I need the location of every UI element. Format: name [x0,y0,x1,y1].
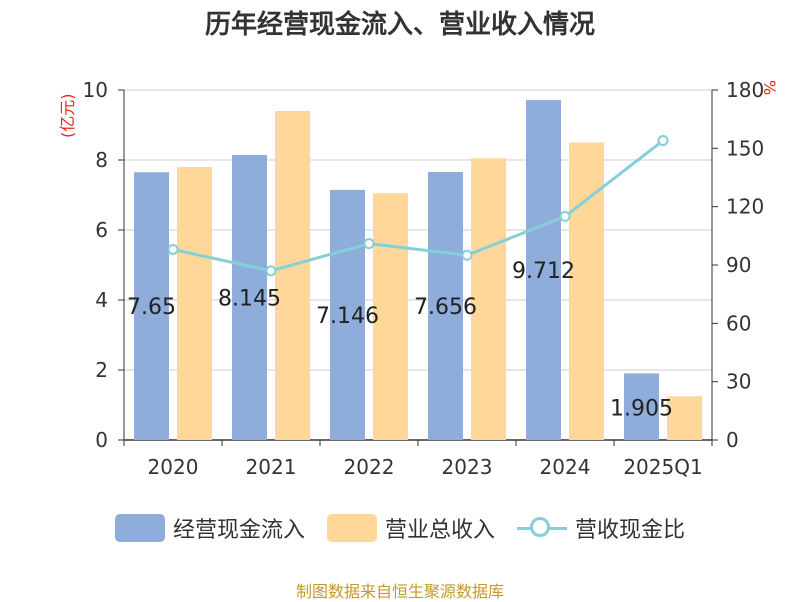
bar-cash-inflow [624,373,659,440]
bar-cash-inflow [134,172,169,440]
x-tick-label: 2022 [344,455,395,479]
left-tick-label: 8 [95,148,108,172]
right-tick-label: 120 [726,195,764,219]
legend-swatch-cash-inflow [114,514,165,542]
point-ratio [657,135,669,147]
bar-revenue [275,111,310,440]
right-tick-label: 150 [726,136,764,160]
x-tick-label: 2024 [540,455,591,479]
data-label-cash-inflow: 8.145 [218,286,281,311]
bar-cash-inflow [428,172,463,441]
x-tick-label: 2021 [246,455,297,479]
left-tick-label: 4 [95,288,108,312]
data-label-cash-inflow: 7.146 [316,304,379,329]
right-tick-label: 0 [726,428,739,452]
left-tick-label: 0 [95,428,108,452]
point-ratio [265,265,277,277]
point-ratio [167,243,179,255]
bar-revenue [177,167,212,440]
chart-title: 历年经营现金流入、营业收入情况 [204,10,595,40]
x-tick-label: 2020 [148,455,199,479]
data-source: 制图数据来自恒生聚源数据库 [295,582,504,601]
legend-item-cash-inflow[interactable]: 经营现金流入 [114,512,305,544]
point-ratio [559,210,571,222]
bar-cash-inflow [330,189,365,440]
data-label-cash-inflow: 9.712 [512,259,575,284]
legend-swatch-ratio [517,514,567,542]
bar-revenue [667,396,702,440]
data-label-cash-inflow: 1.905 [610,396,673,421]
x-tick-label: 2023 [442,455,493,479]
legend: 经营现金流入 营业总收入 营收现金比 [0,512,800,544]
legend-swatch-revenue [326,514,377,542]
bar-revenue [471,158,506,440]
left-tick-label: 10 [83,78,108,102]
line-ratio [172,139,664,273]
legend-label-revenue: 营业总收入 [384,518,495,543]
bar-cash-inflow [526,100,561,440]
point-ratio [363,238,375,250]
right-tick-label: 30 [726,370,751,394]
legend-item-revenue[interactable]: 营业总收入 [326,512,495,544]
data-label-cash-inflow: 7.656 [414,295,477,320]
bar-revenue [569,142,604,440]
bar-cash-inflow [232,154,267,441]
legend-label-ratio: 营收现金比 [575,518,686,543]
left-tick-label: 2 [95,358,108,382]
point-ratio [461,249,473,261]
right-tick-label: 180 [726,78,764,102]
x-tick-label: 2025Q1 [623,455,702,479]
bar-revenue [373,193,408,440]
data-label-cash-inflow: 7.65 [127,295,176,320]
right-tick-label: 60 [726,311,751,335]
right-tick-label: 90 [726,253,751,277]
left-tick-label: 6 [95,218,108,242]
legend-item-ratio[interactable]: 营收现金比 [517,512,685,544]
legend-label-cash-inflow: 经营现金流入 [172,518,305,543]
